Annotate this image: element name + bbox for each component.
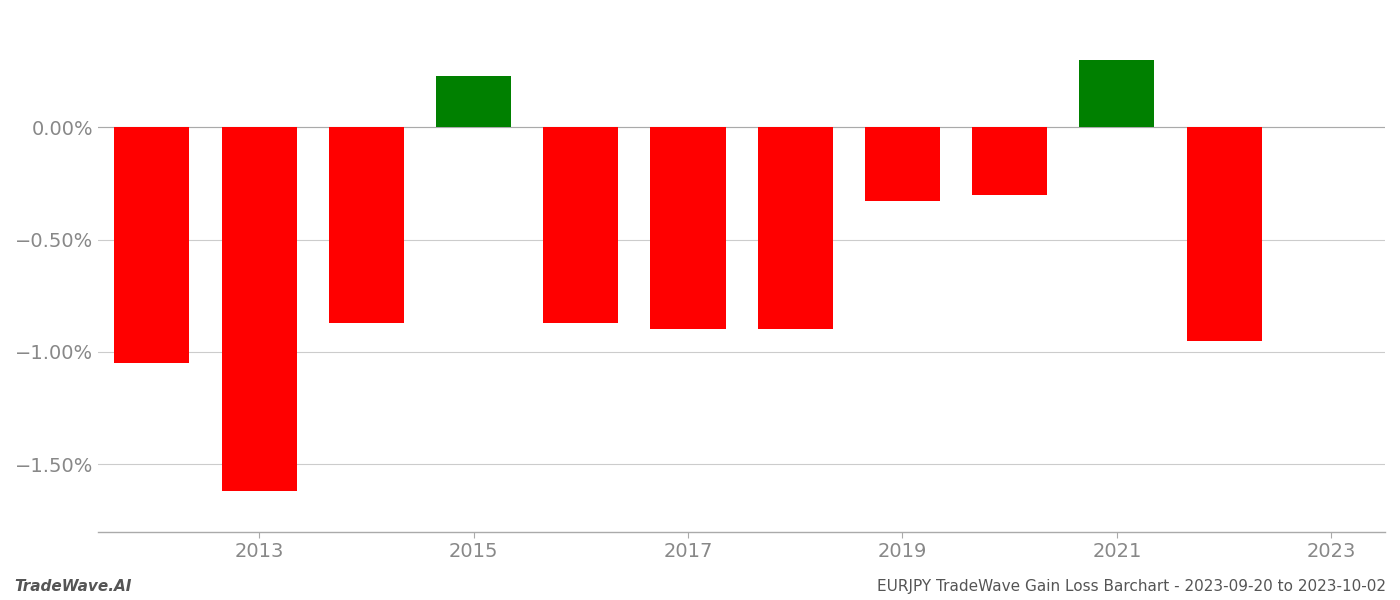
Bar bbox=[651, 127, 725, 329]
Bar bbox=[221, 127, 297, 491]
Text: EURJPY TradeWave Gain Loss Barchart - 2023-09-20 to 2023-10-02: EURJPY TradeWave Gain Loss Barchart - 20… bbox=[876, 579, 1386, 594]
Bar bbox=[865, 127, 939, 202]
Bar bbox=[435, 76, 511, 127]
Bar bbox=[1187, 127, 1261, 341]
Bar bbox=[972, 127, 1047, 194]
Bar bbox=[543, 127, 619, 323]
Text: TradeWave.AI: TradeWave.AI bbox=[14, 579, 132, 594]
Bar bbox=[757, 127, 833, 329]
Bar bbox=[1079, 60, 1155, 127]
Bar bbox=[329, 127, 403, 323]
Bar bbox=[115, 127, 189, 363]
